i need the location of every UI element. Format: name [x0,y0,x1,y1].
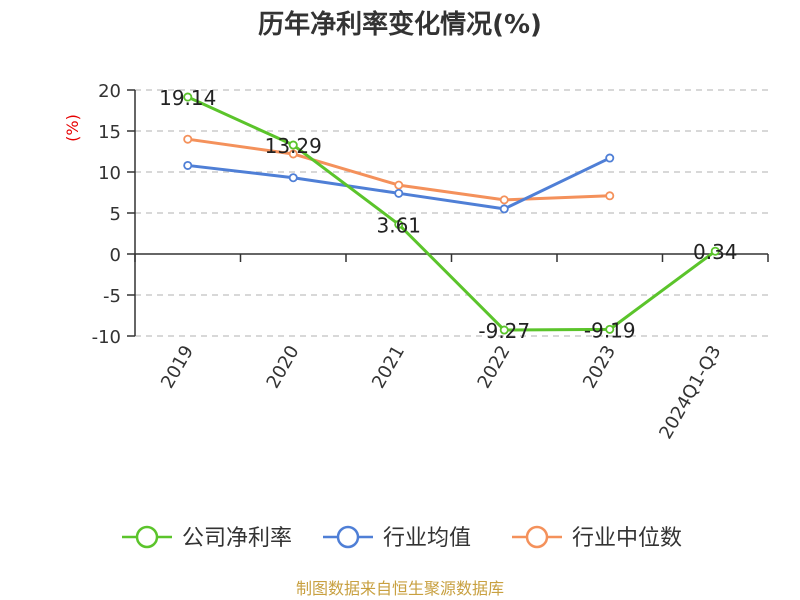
y-tick-label: 0 [110,245,121,266]
x-tick-label: 2021 [368,342,409,392]
y-tick-label: 20 [98,81,121,102]
chart-title: 历年净利率变化情况(%) [258,9,542,40]
y-tick-label: 5 [110,204,121,225]
legend-item: 行业中位数 [512,525,682,551]
y-tick-label: 15 [98,122,121,143]
data-point [499,204,509,214]
series-公司净利率 [183,92,720,335]
x-tick-label: 2024Q1-Q3 [655,342,725,443]
series-line [187,95,717,332]
legend: 公司净利率 行业均值 行业中位数 [122,525,682,551]
grid-lines [135,89,768,337]
data-label: -9.27 [478,319,530,343]
data-label: 3.61 [376,213,421,237]
y-tick-label: 10 [98,163,121,184]
data-label: -9.19 [584,318,636,342]
series-行业均值 [183,153,615,214]
data-point [288,149,298,159]
legend-label: 行业均值 [383,526,471,551]
axes: 20 15 10 5 0 -5 -10 2019 2020 2021 2022 2023 2024Q1-… [92,81,769,443]
y-tick-label: -10 [92,327,121,348]
data-point [394,219,404,229]
legend-label: 公司净利率 [182,526,292,551]
data-point [499,325,509,335]
data-point [288,140,298,150]
y-tick-label: -5 [103,286,121,307]
series-行业中位数 [183,134,615,205]
data-point [710,246,720,256]
data-label: 0.34 [693,240,738,264]
data-point [288,173,298,183]
source-note: 制图数据来自恒生聚源数据库 [296,579,504,598]
data-label: 19.14 [159,86,216,110]
data-point [394,188,404,198]
series-layer [183,92,720,335]
data-point [394,180,404,190]
y-axis-label: (%) [63,114,82,142]
data-point [183,134,193,144]
legend-marker-icon [135,525,159,549]
data-point [183,92,193,102]
data-point [183,160,193,170]
data-point [605,324,615,334]
data-point [499,195,509,205]
x-tick-label: 2019 [157,342,198,392]
data-label: 13.29 [265,134,322,158]
data-point [605,153,615,163]
legend-marker-icon [336,525,360,549]
x-tick-label: 2022 [473,342,514,392]
legend-label: 行业中位数 [572,526,682,551]
x-tick-label: 2023 [579,342,620,392]
data-labels: 19.14 13.29 3.61 -9.27 -9.19 0.34 [159,86,737,343]
legend-item: 行业均值 [323,525,471,551]
data-point [605,191,615,201]
x-tick-label: 2020 [262,342,303,392]
legend-marker-icon [525,525,549,549]
legend-item: 公司净利率 [122,525,292,551]
